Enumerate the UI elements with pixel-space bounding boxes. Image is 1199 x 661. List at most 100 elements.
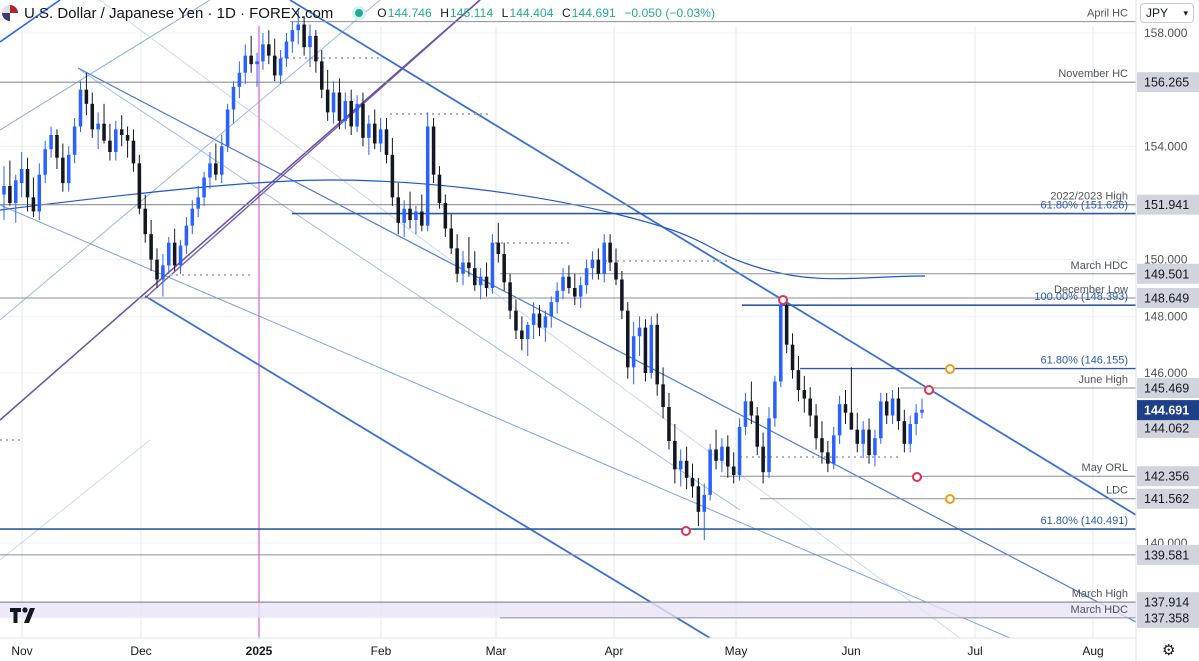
pivot-marker — [912, 472, 922, 482]
usd-jpy-flag-icon — [2, 5, 18, 21]
y-tick-label: 148.000 — [1144, 309, 1188, 323]
candle-body — [14, 180, 18, 204]
candle-body — [614, 262, 618, 280]
level-price-badge — [1137, 607, 1199, 628]
candle-body — [78, 89, 83, 127]
level-label: November HC — [1058, 68, 1128, 80]
candle-body — [555, 290, 559, 303]
horizontal-levels — [0, 21, 1136, 619]
candle-body — [673, 441, 677, 470]
chart-header: U.S. Dollar / Japanese Yen · 1D · FOREX.… — [0, 0, 1136, 26]
candle-body — [402, 208, 406, 223]
candle-body — [543, 316, 548, 328]
candle-body — [267, 44, 271, 56]
x-tick-label: Apr — [605, 644, 624, 658]
time-axis[interactable]: Nov Dec 2025 Feb Mar Apr May Jun Jul Aug — [11, 644, 1103, 658]
level-price-text: 137.914 — [1144, 596, 1189, 610]
pitchfork-median — [79, 69, 741, 511]
candle-body — [649, 324, 654, 374]
candle-body — [890, 398, 895, 416]
candle-body — [278, 58, 283, 76]
candle-body — [637, 327, 642, 337]
candle-body — [478, 276, 483, 286]
candle-body — [773, 381, 777, 419]
candle-body — [790, 344, 795, 371]
candle-body — [208, 163, 212, 178]
candle-body — [155, 259, 159, 280]
level-label: March HDC — [1071, 260, 1129, 272]
currency-label: JPY — [1146, 6, 1169, 20]
level-price-text: 142.356 — [1144, 470, 1189, 484]
candle-body — [178, 245, 183, 266]
candle-body — [455, 248, 459, 274]
candle-body — [190, 208, 195, 226]
pivot-marker — [681, 526, 691, 536]
candle-body — [749, 401, 754, 416]
level-label: LDC — [1106, 485, 1128, 497]
x-tick-label: Nov — [11, 644, 32, 658]
level-label: 2022/2023 High — [1050, 191, 1128, 203]
candle-body — [219, 146, 224, 175]
candle-body — [473, 268, 477, 286]
candle-body — [843, 404, 848, 413]
candle-body — [502, 254, 506, 283]
candle-body — [137, 163, 142, 209]
candle-body — [879, 401, 883, 439]
candle-body — [814, 415, 818, 439]
symbol-title[interactable]: U.S. Dollar / Japanese Yen · 1D · FOREX.… — [24, 4, 334, 22]
candle-body — [90, 103, 95, 130]
level-label: 61.80% (151.626) — [1041, 200, 1128, 212]
channel-upper — [77, 67, 1137, 623]
candle-body — [590, 259, 595, 269]
candle-body — [643, 327, 648, 374]
gear-icon[interactable]: ⚙ — [1162, 642, 1176, 659]
level-price-text: 151.941 — [1144, 198, 1189, 212]
candle-body — [820, 438, 824, 453]
candle-body — [367, 123, 371, 138]
candle-body — [343, 101, 348, 121]
candle-body — [390, 154, 395, 198]
x-tick-label: Dec — [130, 644, 151, 658]
pivot-markers — [681, 295, 955, 536]
candle-body — [125, 135, 130, 141]
candle-body — [296, 24, 300, 31]
candle-body — [437, 174, 442, 204]
candle-body — [684, 460, 689, 478]
candle-body — [231, 86, 236, 110]
candle-body — [172, 242, 177, 266]
candle-body — [8, 186, 12, 204]
level-label: 61.80% (140.491) — [1041, 515, 1128, 527]
candle-body — [425, 126, 430, 226]
candle-body — [255, 61, 259, 65]
candle-body — [114, 129, 118, 153]
candle-body — [443, 203, 448, 229]
pivot-marker — [924, 385, 934, 395]
currency-selector[interactable]: JPY ▾ — [1140, 3, 1194, 23]
candle-body — [831, 435, 836, 464]
candle-body — [161, 265, 165, 280]
level-price-text: 144.062 — [1144, 421, 1189, 435]
tradingview-logo-icon — [10, 607, 35, 623]
candle-body — [596, 259, 601, 274]
candle-body — [896, 398, 901, 422]
trend-lines — [0, 0, 1137, 639]
candle-body — [66, 154, 71, 184]
candle-body — [72, 126, 77, 155]
level-label: 100.00% (148.393) — [1034, 291, 1128, 303]
candle-body — [914, 412, 918, 425]
candle-body — [708, 449, 712, 495]
level-price-text: 139.581 — [1144, 548, 1189, 562]
close-label: C — [561, 6, 571, 20]
candle-body — [849, 412, 854, 430]
candle-body — [655, 324, 659, 385]
candle-body — [461, 262, 465, 274]
x-tick-label: Mar — [486, 644, 507, 658]
candle-body — [237, 72, 242, 87]
candle-body — [549, 302, 554, 317]
candle-body — [573, 288, 577, 297]
candle-body — [196, 197, 200, 209]
candle-body — [484, 276, 489, 289]
